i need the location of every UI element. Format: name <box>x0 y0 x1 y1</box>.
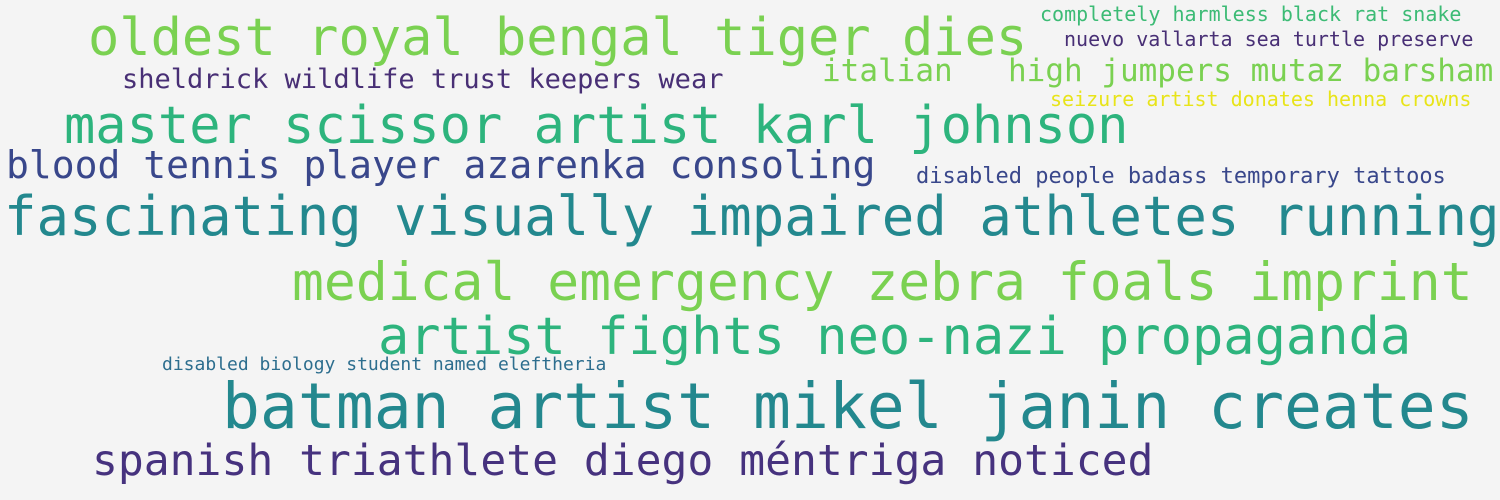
word-spanish-triathlete-diego-mentriga-noticed: spanish triathlete diego méntriga notice… <box>92 436 1154 486</box>
word-batman-artist-mikel-janin-creates: batman artist mikel janin creates <box>222 370 1474 443</box>
word-completely-harmless-black-rat-snake: completely harmless black rat snake <box>1040 2 1462 26</box>
word-nuevo-vallarta-sea-turtle-preserve: nuevo vallarta sea turtle preserve <box>1064 27 1474 51</box>
word-medical-emergency-zebra-foals-imprint: medical emergency zebra foals imprint <box>292 252 1473 313</box>
word-disabled-people-badass-temporary-tattoos: disabled people badass temporary tattoos <box>916 164 1446 189</box>
word-italian: italian <box>822 53 953 89</box>
word-fascinating-visually-impaired-athletes-running: fascinating visually impaired athletes r… <box>4 185 1500 248</box>
word-artist-fights-neo-nazi-propaganda: artist fights neo-nazi propaganda <box>378 307 1412 367</box>
word-blood-tennis-player-azarenka-consoling: blood tennis player azarenka consoling <box>6 143 876 187</box>
word-disabled-biology-student-named-eleftheria: disabled biology student named eleftheri… <box>162 354 607 375</box>
word-oldest-royal-bengal-tiger-dies: oldest royal bengal tiger dies <box>88 8 1028 68</box>
word-seizure-artist-donates-henna-crowns: seizure artist donates henna crowns <box>1050 87 1472 111</box>
word-master-scissor-artist-karl-johnson: master scissor artist karl johnson <box>64 96 1129 156</box>
word-sheldrick-wildlife-trust-keepers-wear: sheldrick wildlife trust keepers wear <box>122 64 724 95</box>
word-high-jumpers-mutaz-barsham: high jumpers mutaz barsham <box>1008 53 1494 89</box>
